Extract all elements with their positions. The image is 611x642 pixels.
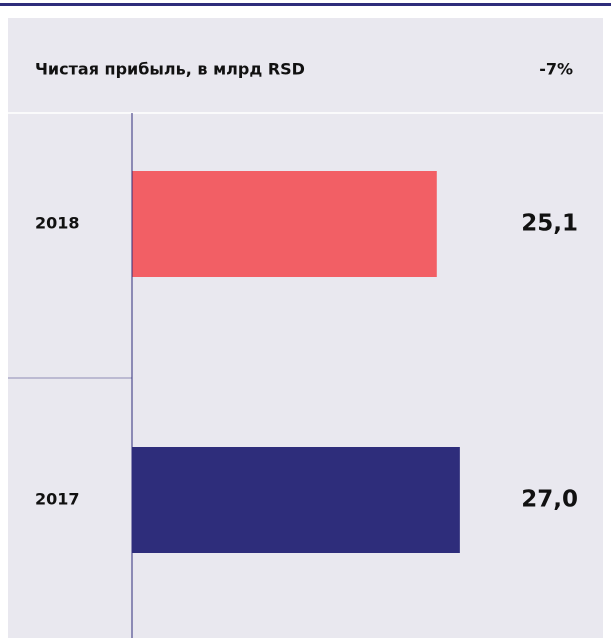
annotation: -7% (539, 60, 573, 79)
category-label: 2018 (35, 214, 80, 233)
value-label: 25,1 (521, 211, 578, 237)
category-label: 2017 (35, 490, 80, 509)
chart-title: Чистая прибыль, в млрд RSD (35, 60, 305, 79)
bar (132, 447, 460, 553)
bar (132, 171, 437, 277)
value-label: 27,0 (521, 487, 578, 513)
top-rule (0, 3, 611, 6)
